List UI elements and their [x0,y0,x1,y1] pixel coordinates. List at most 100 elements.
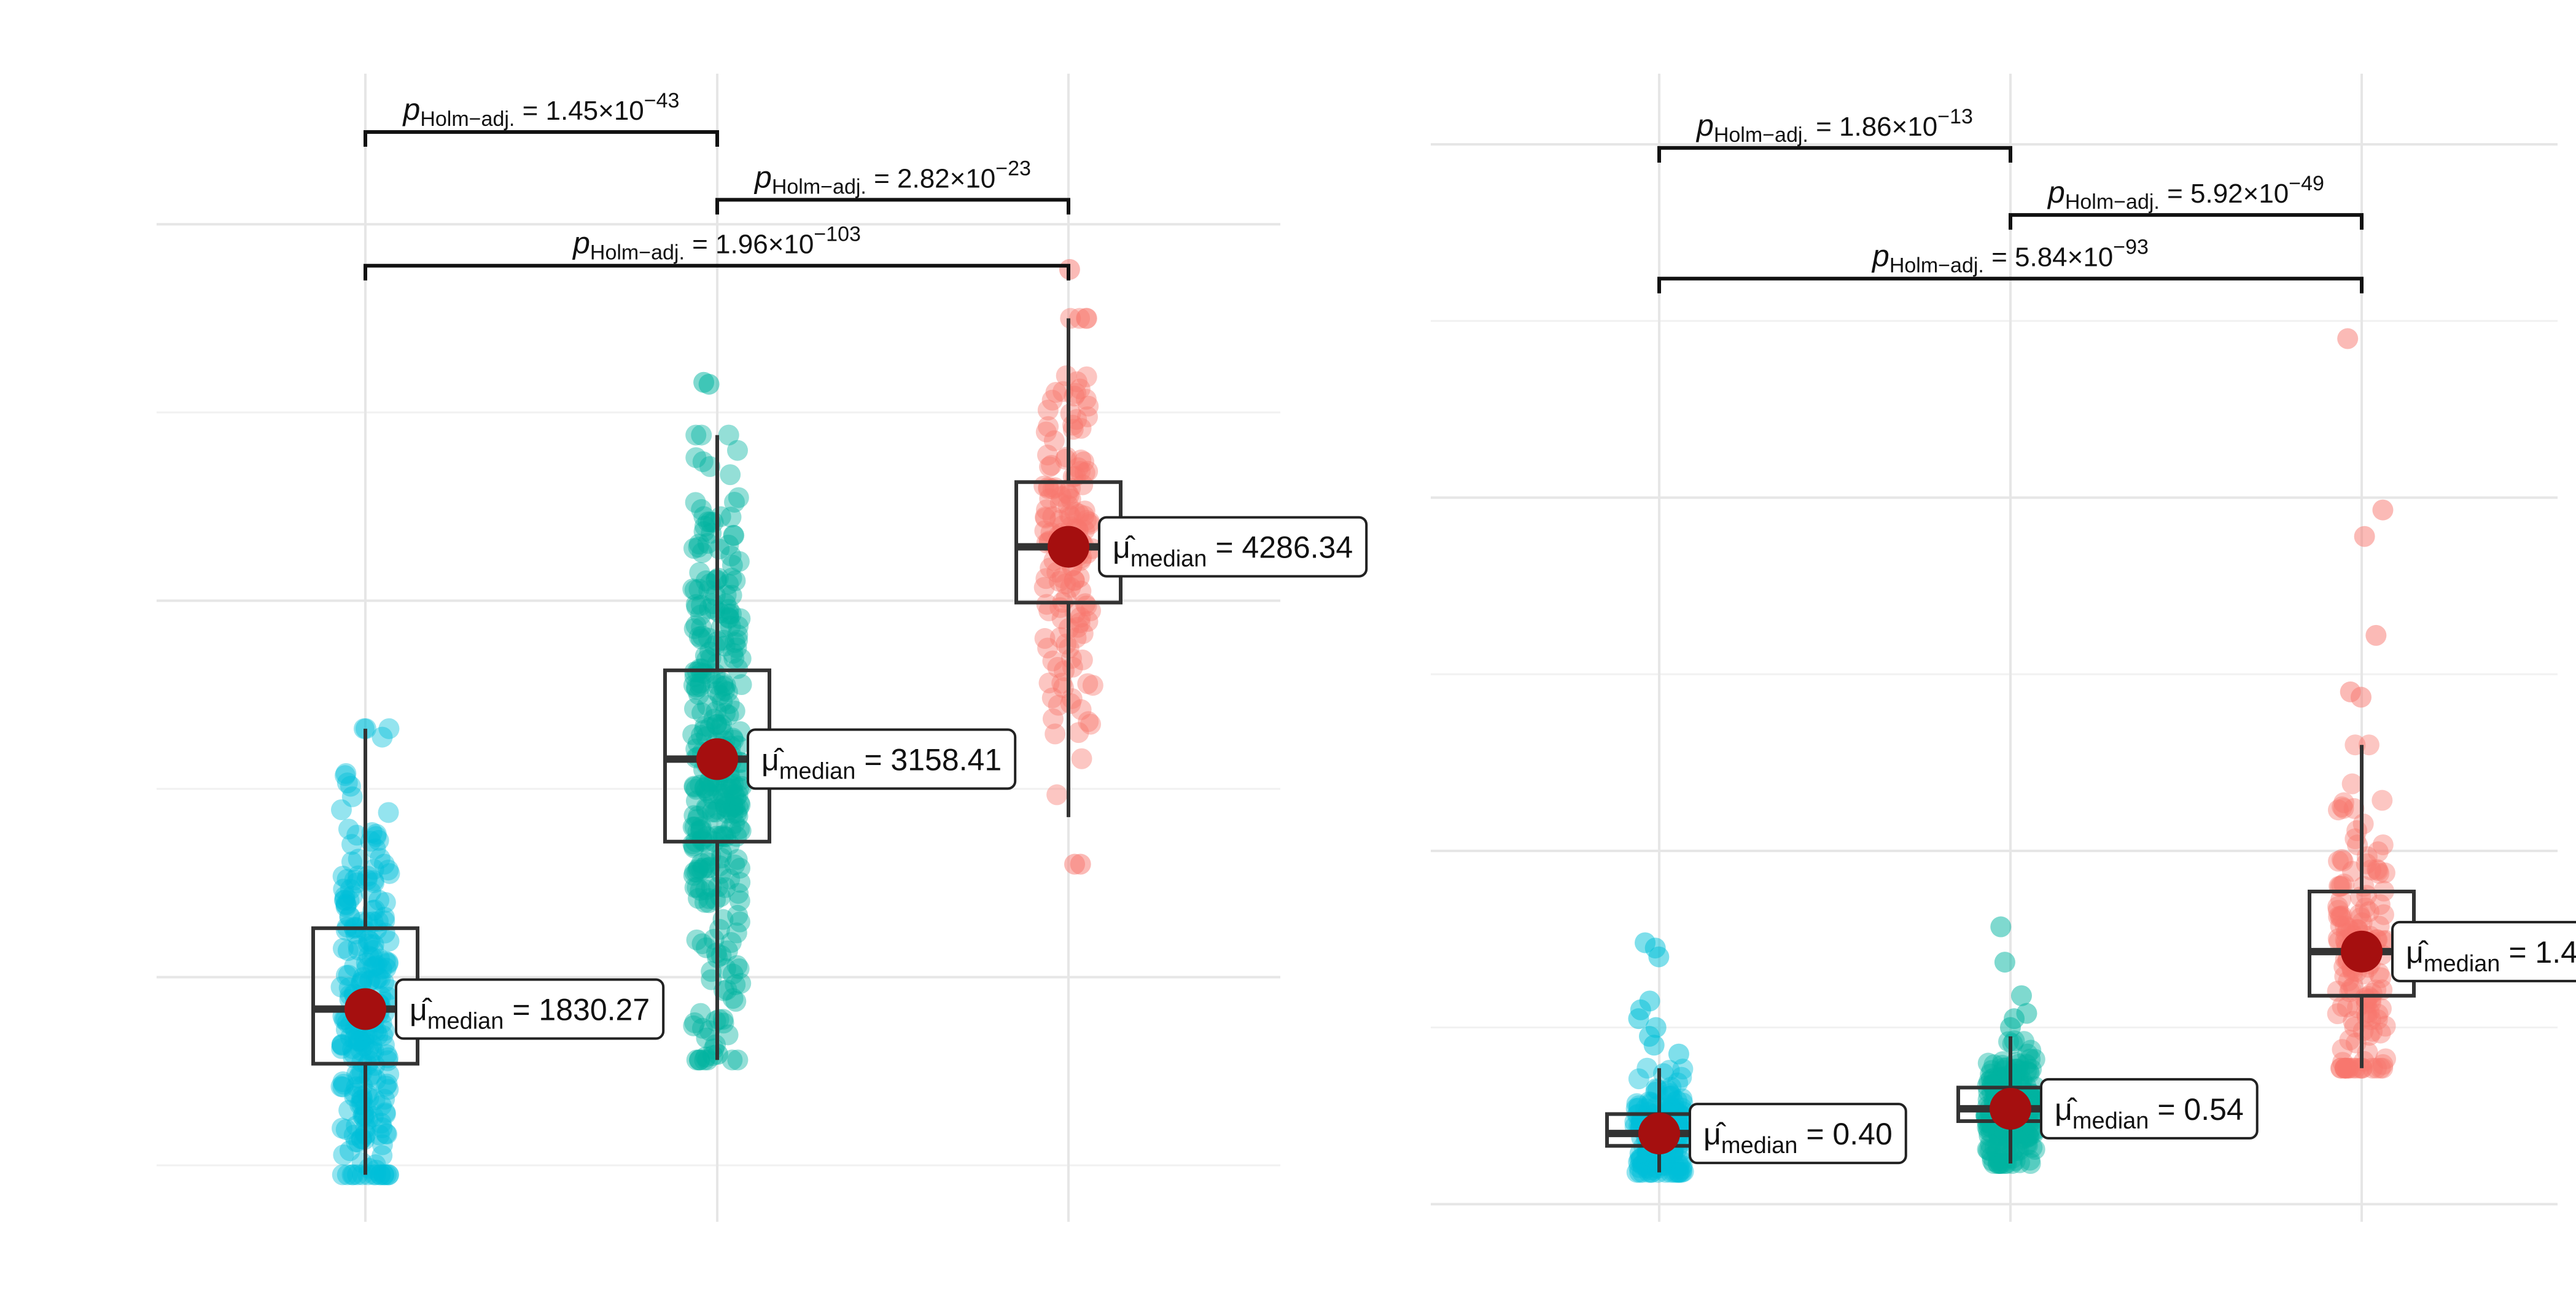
data-point [343,1164,364,1186]
data-point [356,958,378,979]
data-point [2360,1009,2381,1030]
data-point [372,1145,393,1167]
bracket-line [715,198,1070,215]
data-point [361,1041,383,1062]
data-point [1038,600,1060,621]
data-point [715,877,736,898]
data-point [693,506,715,527]
data-point [2020,1039,2042,1061]
data-point [1057,495,1079,516]
data-point [1060,403,1081,424]
data-point [2332,1052,2354,1073]
data-point [722,988,744,1009]
data-point [683,675,704,696]
data-point [1663,1092,1684,1113]
data-point [714,777,736,798]
data-point [685,447,707,468]
data-point [1042,708,1064,729]
data-point [719,868,741,890]
data-point [695,570,717,592]
data-point [687,859,709,880]
data-point [720,464,741,486]
data-point [364,872,385,893]
data-point [346,1076,367,1098]
data-point [688,857,709,879]
data-point [1638,1162,1659,1183]
data-point [358,945,379,966]
data-point [378,860,399,881]
data-point [691,933,713,955]
data-point [370,1164,391,1186]
data-point [683,1015,704,1036]
data-point [715,702,736,724]
median-label-box [1098,516,1368,578]
data-point [359,971,380,992]
data-point [688,626,710,648]
data-point [1060,308,1081,329]
data-point [335,896,357,917]
data-point [334,889,356,911]
data-point [378,1164,399,1186]
data-point [1070,853,1091,875]
data-point [693,720,715,741]
data-point [1636,1057,1658,1079]
data-point [367,1025,389,1046]
data-point [1074,462,1095,484]
data-point [335,965,357,986]
data-point [1035,507,1056,529]
data-point [718,799,740,820]
data-point [366,955,387,976]
data-point [2362,1020,2383,1042]
data-point [334,886,356,907]
data-point [348,1027,369,1048]
data-point [699,456,721,477]
data-point [1075,389,1097,410]
data-point [717,682,738,703]
data-point [683,805,705,826]
data-point [1060,648,1082,669]
data-point [728,958,750,979]
data-point [691,1017,713,1039]
data-point [688,888,709,909]
data-point [352,1089,373,1110]
data-point [1077,673,1099,694]
data-point [2018,1061,2039,1082]
data-point [1673,1105,1694,1127]
data-point [726,849,748,870]
data-point [1661,1085,1683,1106]
data-point [2369,894,2391,915]
data-point [724,813,745,834]
data-point [1076,308,1097,329]
data-point [721,585,742,606]
data-point [728,798,749,819]
data-point [695,645,716,667]
data-point [348,1030,369,1052]
data-point [343,1124,365,1146]
data-point [720,818,742,839]
data-point [720,507,742,528]
data-point [2335,1057,2356,1079]
data-point [2024,1049,2045,1070]
data-point [1077,460,1099,482]
data-point [1055,448,1076,470]
data-point [2350,686,2372,708]
data-point [2334,1057,2356,1079]
data-point [2342,1057,2364,1079]
data-point [1630,1149,1652,1170]
data-point [365,1164,386,1186]
data-point [730,794,751,815]
data-point [730,721,751,742]
data-point [2337,328,2359,349]
data-point [1629,1162,1651,1183]
data-point [346,1063,368,1085]
data-point [697,533,718,554]
data-point [724,701,745,722]
data-point [1667,1153,1689,1175]
data-point [703,709,725,730]
data-point [1982,1074,2003,1095]
data-point [375,1123,397,1144]
data-point [352,967,374,989]
data-point [1069,378,1091,400]
data-point [714,680,736,701]
data-point [352,1075,373,1097]
